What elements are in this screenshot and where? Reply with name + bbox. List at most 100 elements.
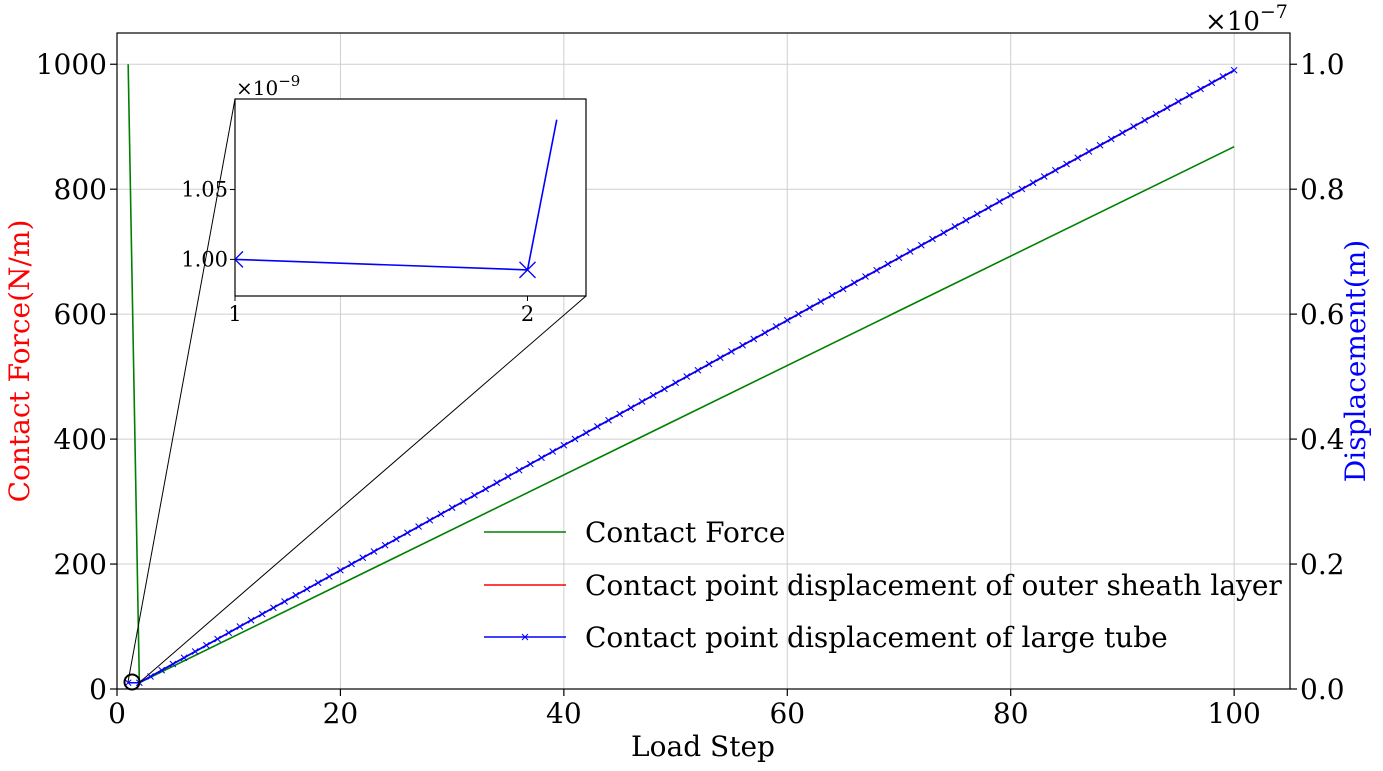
tube-point-marker	[225, 629, 233, 637]
x-tick-label: 80	[993, 697, 1029, 730]
inset-multiplier-base: ×10	[236, 76, 278, 100]
tube-point-marker	[180, 654, 188, 662]
y-axis-left-title: Contact Force(N/m)	[3, 220, 36, 503]
x-tick-label: 40	[546, 697, 582, 730]
inset-axes-layer: 1 2 1.00 1.05	[181, 178, 534, 326]
tube-point-marker	[672, 379, 679, 387]
tube-point-marker	[560, 441, 568, 449]
legend: Contact Force Contact point displacement …	[484, 516, 1282, 654]
tube-point-marker	[1174, 98, 1182, 105]
tube-point-marker	[214, 635, 221, 643]
tube-point-marker	[1197, 85, 1204, 93]
legend-label: Contact Force	[585, 516, 785, 549]
tube-point-marker	[973, 210, 981, 218]
tube-point-marker	[705, 360, 713, 368]
tube-point-marker	[281, 598, 288, 605]
tube-point-marker	[370, 548, 378, 555]
tube-point-marker	[1141, 116, 1149, 124]
tube-point-marker	[929, 235, 936, 243]
tube-point-marker	[381, 541, 389, 549]
tube-point-marker	[526, 460, 534, 468]
tube-point-marker	[392, 535, 400, 543]
tube-point-marker	[884, 260, 892, 268]
tube-point-marker	[236, 623, 244, 630]
tube-point-marker	[850, 279, 858, 287]
tube-point-marker	[828, 291, 836, 299]
tube-point-marker	[806, 304, 813, 312]
tube-point-marker	[1230, 66, 1238, 74]
tube-point-marker	[1029, 179, 1037, 187]
tube-point-marker	[1063, 160, 1070, 168]
tube-point-marker	[426, 516, 434, 524]
tube-point-marker	[716, 354, 724, 362]
inset-tube-series	[235, 119, 558, 279]
tube-point-marker	[404, 529, 411, 537]
tube-point-marker	[940, 229, 948, 237]
tube-point-marker	[1052, 166, 1059, 174]
tube-point-marker	[917, 241, 925, 249]
y-axis-right-title: Displacement(m)	[1339, 240, 1372, 482]
tube-point-marker	[795, 310, 802, 318]
y-left-tick-label: 1000	[36, 48, 107, 81]
tube-point-marker	[873, 266, 881, 274]
tube-point-marker	[750, 335, 758, 343]
tube-point-marker	[1186, 91, 1193, 99]
tube-point-marker	[728, 348, 735, 355]
tube-point-marker	[683, 373, 691, 380]
tube-point-marker	[1018, 185, 1026, 193]
x-axis-title: Load Step	[631, 730, 775, 763]
tube-point-marker	[415, 523, 422, 530]
tube-point-marker	[348, 560, 355, 568]
zoom-connector-lines	[123, 98, 587, 691]
legend-label: Contact point displacement of large tube	[585, 621, 1168, 654]
tube-point-marker	[1130, 123, 1137, 130]
right-axis-multiplier: ×10−7	[1205, 1, 1288, 37]
tube-point-marker	[270, 604, 277, 612]
tube-point-marker	[739, 341, 746, 349]
tube-point-marker	[817, 298, 825, 305]
inset-x-tick-label: 1	[228, 302, 241, 326]
y-left-tick-label: 800	[54, 173, 107, 206]
tube-point-marker	[1096, 141, 1104, 149]
tube-point-marker	[359, 554, 367, 562]
zoom-region-circle	[123, 673, 141, 691]
tube-point-marker	[616, 410, 624, 418]
tube-point-marker	[549, 448, 557, 455]
legend-marker	[521, 633, 529, 641]
inset-zoom-panel: 1 2 1.00 1.05 ×10−9	[181, 72, 587, 326]
tube-point-marker	[951, 223, 959, 230]
tube-point-marker	[638, 398, 646, 405]
y-left-tick-label: 600	[54, 298, 107, 331]
tube-point-marker	[1007, 191, 1015, 199]
tube-point-marker	[571, 435, 579, 443]
tube-point-marker	[124, 679, 132, 687]
tube-point-marker	[1085, 148, 1093, 155]
tube-point-marker	[1119, 129, 1126, 137]
tube-point-marker	[169, 660, 177, 668]
tube-point-marker	[538, 454, 545, 462]
y-right-tick-label: 1.0	[1300, 48, 1345, 81]
tube-point-marker	[1074, 154, 1082, 162]
y-left-tick-label: 0	[89, 673, 107, 706]
tube-point-marker	[761, 329, 769, 337]
y-left-tick-label: 400	[54, 423, 107, 456]
tube-point-marker	[605, 416, 612, 424]
tube-point-marker	[258, 610, 266, 618]
tube-point-marker	[493, 479, 501, 487]
right-axis-exponent: −7	[1260, 1, 1288, 23]
tube-point-marker	[303, 585, 311, 593]
inset-frame	[234, 98, 587, 297]
tube-point-marker	[1040, 173, 1048, 180]
tube-point-marker	[649, 391, 657, 399]
inset-x-tick-label: 2	[521, 302, 534, 326]
tube-point-marker	[962, 216, 970, 224]
tube-point-marker	[448, 504, 456, 512]
tube-point-marker	[1163, 104, 1171, 112]
tube-point-marker	[515, 466, 523, 474]
tube-point-marker	[694, 366, 702, 374]
tube-point-marker	[203, 641, 210, 649]
tube-point-marker	[191, 648, 199, 655]
y-right-tick-label: 0.8	[1300, 173, 1345, 206]
tube-point-marker	[839, 285, 847, 293]
